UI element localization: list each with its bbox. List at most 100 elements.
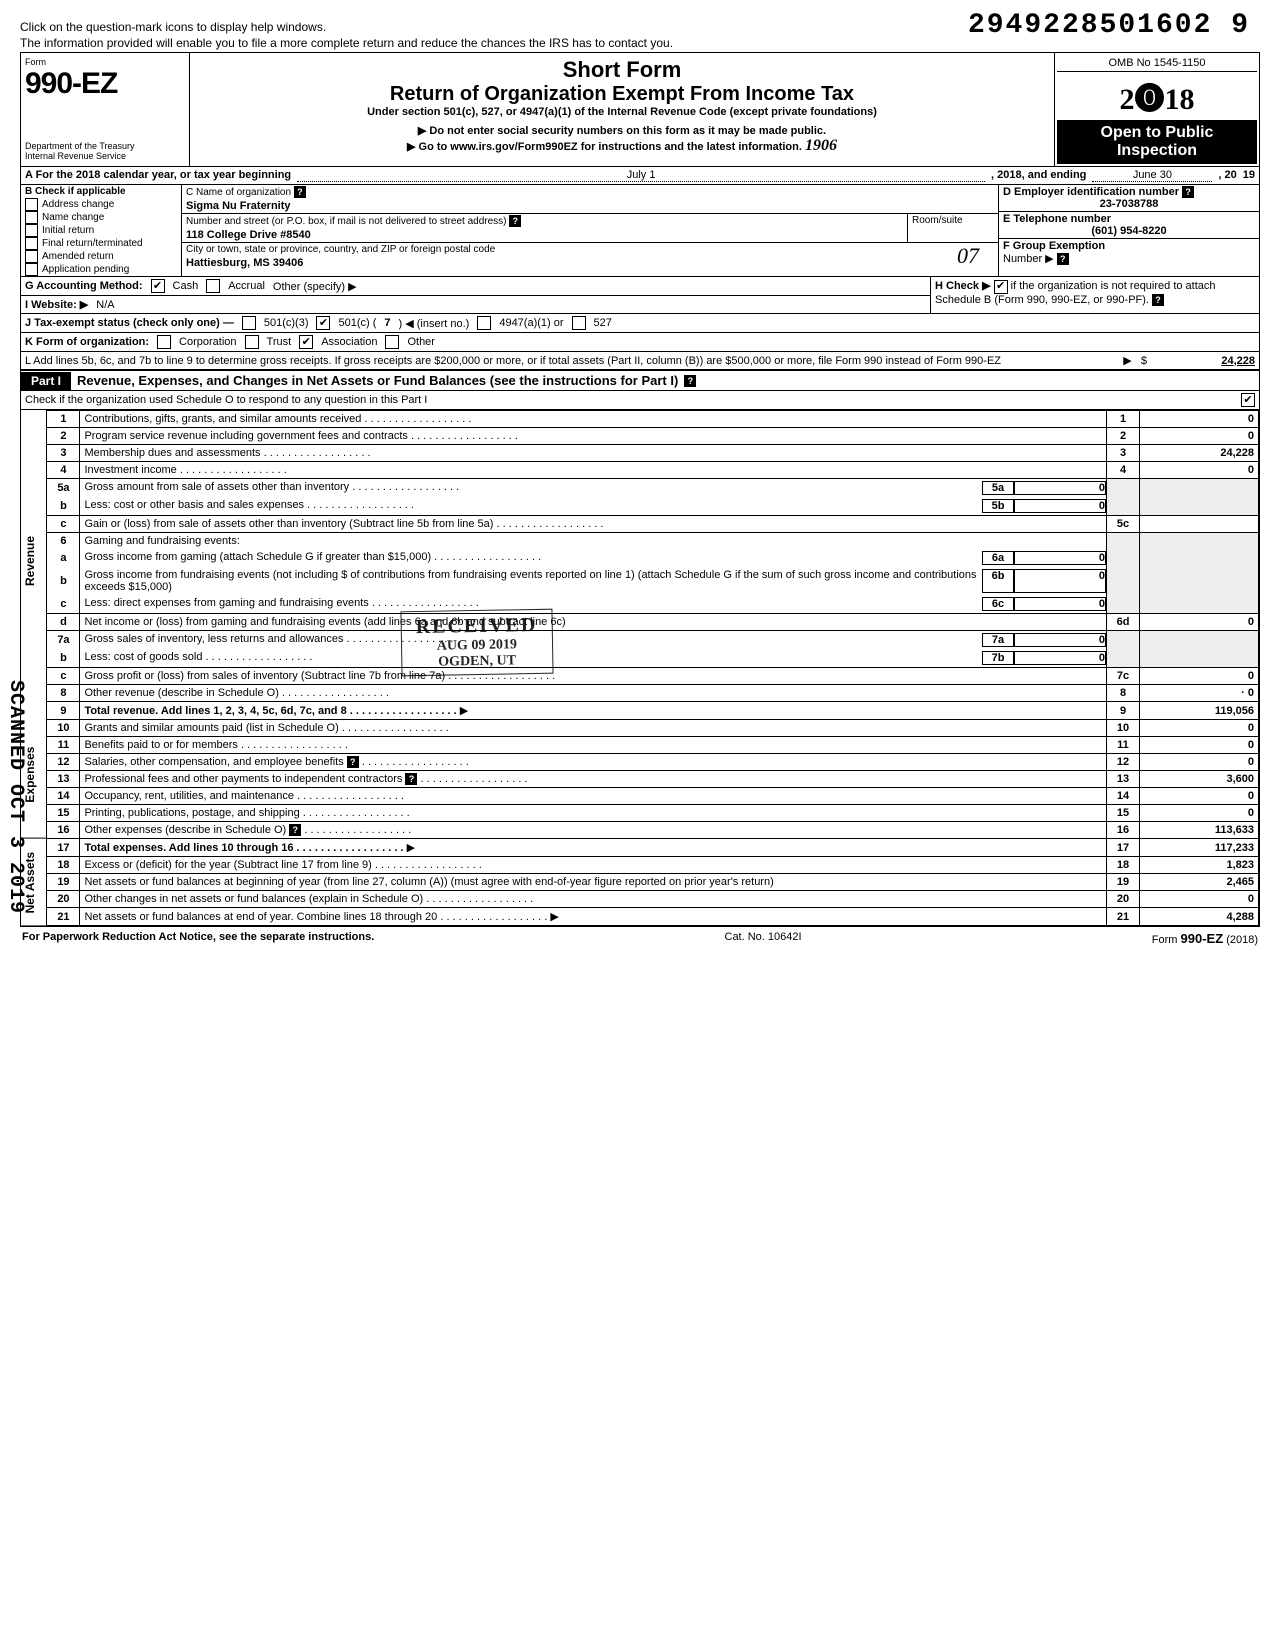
line-14: 14Occupancy, rent, utilities, and mainte… [47,788,1258,805]
help-icon[interactable]: ? [294,186,306,198]
hand-07: 07 [938,243,998,270]
lbl-final-return: Final return/terminated [42,238,143,249]
lbl-accrual: Accrual [228,280,265,292]
i-label: I Website: ▶ [25,298,88,311]
side-expenses: Expenses [21,712,46,839]
c-addr-label: Number and street (or P.O. box, if mail … [186,216,507,227]
chk-accrual[interactable] [206,279,220,293]
row-a-end[interactable]: June 30 [1092,169,1212,182]
chk-schedule-o-used[interactable]: ✔ [1241,393,1255,407]
chk-501c[interactable]: ✔ [316,316,330,330]
help-icon[interactable]: ? [1057,253,1069,265]
chk-address-change[interactable] [25,198,38,211]
d-ein[interactable]: 23-7038788 [1003,198,1255,210]
line-10: 10Grants and similar amounts paid (list … [47,720,1258,737]
help-icon[interactable]: ? [509,215,521,227]
chk-initial-return[interactable] [25,224,38,237]
i-website[interactable]: N/A [96,299,114,311]
help-icon[interactable]: ? [289,824,301,836]
j-insert-lbl: ) ◀ (insert no.) [399,317,470,330]
form-word: Form [25,57,185,67]
e-label: E Telephone number [1003,213,1111,225]
help-icon[interactable]: ? [347,756,359,768]
col-de-right: D Employer identification number ? 23-70… [998,185,1259,276]
chk-association[interactable]: ✔ [299,335,313,349]
c-room-label: Room/suite [908,214,998,227]
chk-4947[interactable] [477,316,491,330]
footer-left: For Paperwork Reduction Act Notice, see … [22,931,374,946]
omb-number: OMB No 1545-1150 [1057,55,1257,72]
help-icon[interactable]: ? [1152,294,1164,306]
line-7a: 7a Gross sales of inventory, less return… [47,631,1258,650]
h-label: H Check ▶ [935,280,991,292]
line-13: 13Professional fees and other payments t… [47,771,1258,788]
j-insert-num[interactable]: 7 [384,317,390,329]
chk-501c3[interactable] [242,316,256,330]
chk-trust[interactable] [245,335,259,349]
line-12: 12Salaries, other compensation, and empl… [47,754,1258,771]
line-7c: cGross profit or (loss) from sales of in… [47,668,1258,685]
line-15: 15Printing, publications, postage, and s… [47,805,1258,822]
chk-other-org[interactable] [385,335,399,349]
tax-year: 2⓿18 [1057,72,1257,120]
row-a-label: A For the 2018 calendar year, or tax yea… [25,169,291,182]
header-mid: Short Form Return of Organization Exempt… [190,53,1055,166]
line-6a: a Gross income from gaming (attach Sched… [47,549,1258,567]
line-6d: dNet income or (loss) from gaming and fu… [47,614,1258,631]
line-8: 8Other revenue (describe in Schedule O)8… [47,685,1258,702]
c-addr-val[interactable]: 118 College Drive #8540 [182,228,907,242]
chk-527[interactable] [572,316,586,330]
chk-amended-return[interactable] [25,250,38,263]
line-6b: b Gross income from fundraising events (… [47,567,1258,595]
lbl-application-pending: Application pending [42,264,129,275]
line-2: 2Program service revenue including gover… [47,428,1258,445]
line-3: 3Membership dues and assessments324,228 [47,445,1258,462]
help-icon[interactable]: ? [405,773,417,785]
lbl-501c3: 501(c)(3) [264,317,309,329]
e-phone[interactable]: (601) 954-8220 [1003,225,1255,237]
hand-1906: 1906 [805,137,837,154]
line-4: 4Investment income40 [47,462,1258,479]
row-a-yy[interactable]: 19 [1243,169,1255,182]
chk-corporation[interactable] [157,335,171,349]
form-990ez: Form 990-EZ Department of the Treasury I… [20,52,1260,927]
d-label: D Employer identification number [1003,186,1179,198]
k-label: K Form of organization: [25,336,149,348]
line-5a: 5a Gross amount from sale of assets othe… [47,479,1258,498]
lbl-other-org: Other [407,336,435,348]
chk-application-pending[interactable] [25,263,38,276]
chk-cash[interactable]: ✔ [151,279,165,293]
title-under: Under section 501(c), 527, or 4947(a)(1)… [196,106,1048,118]
g-label: G Accounting Method: [25,280,143,292]
c-city-val[interactable]: Hattiesburg, MS 39406 [182,256,938,270]
lbl-other-specify: Other (specify) ▶ [273,280,357,293]
row-a-begin[interactable]: July 1 [297,169,985,182]
c-org-name[interactable]: Sigma Nu Fraternity [182,199,998,213]
col-b-checkboxes: B Check if applicable Address change Nam… [21,185,182,276]
chk-name-change[interactable] [25,211,38,224]
dept-irs: Internal Revenue Service [25,151,126,161]
chk-final-return[interactable] [25,237,38,250]
help-icon[interactable]: ? [1182,186,1194,198]
part1-title: Revenue, Expenses, and Changes in Net As… [71,371,684,390]
header-right: OMB No 1545-1150 2⓿18 Open to Public Ins… [1055,53,1259,166]
form-number: 990-EZ [25,67,185,101]
chk-h-schedule-b[interactable]: ✔ [994,280,1008,294]
c-city-label: City or town, state or province, country… [182,243,938,256]
help-icon[interactable]: ? [684,375,696,387]
l-text: L Add lines 5b, 6c, and 7b to line 9 to … [25,355,1115,367]
line-5c: cGain or (loss) from sale of assets othe… [47,516,1258,533]
footer-right: Form 990-EZ (2018) [1152,931,1258,946]
lbl-address-change: Address change [42,199,114,210]
lbl-cash: Cash [173,280,199,292]
l-gross-receipts[interactable]: 24,228 [1155,355,1255,367]
lbl-501c: 501(c) ( [338,317,376,329]
line-6c: c Less: direct expenses from gaming and … [47,595,1258,614]
j-label: J Tax-exempt status (check only one) — [25,317,234,329]
c-label: C Name of organization [186,187,291,198]
line-18: 18Excess or (deficit) for the year (Subt… [47,857,1258,874]
f-label2: Number ▶ [1003,253,1054,265]
side-net-assets: Net Assets [21,839,46,926]
dln-number: 2949228501602 9 [968,10,1250,41]
header-left: Form 990-EZ Department of the Treasury I… [21,53,190,166]
